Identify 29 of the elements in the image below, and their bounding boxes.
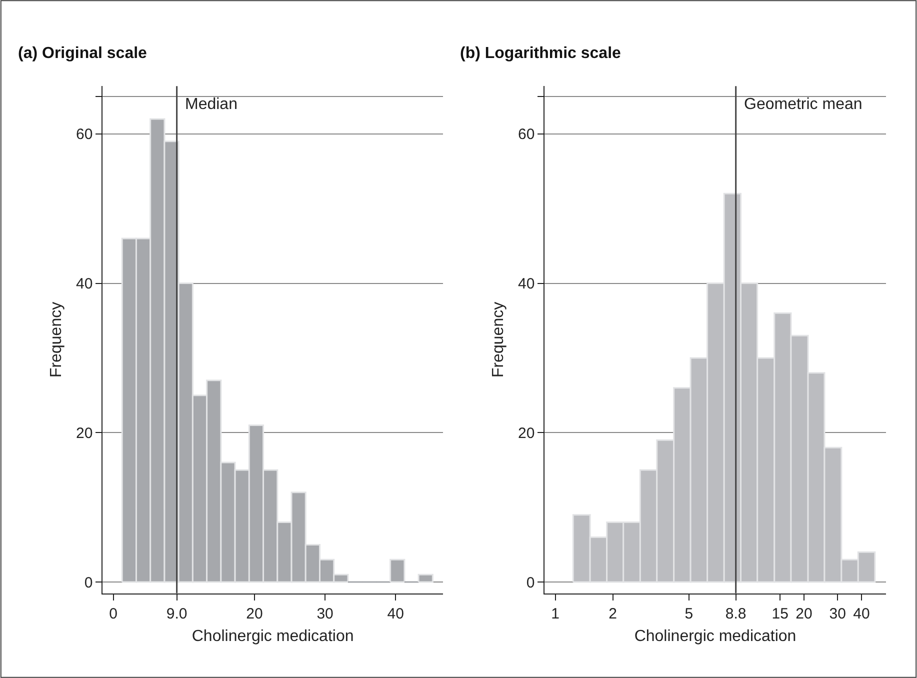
ref-line-label: Median — [185, 96, 238, 113]
x-tick-label: 40 — [853, 605, 870, 622]
chart-title: (a) Original scale — [18, 45, 148, 62]
ref-line-label: Geometric mean — [744, 96, 862, 113]
y-tick-label: 40 — [518, 276, 535, 293]
x-tick-label: 20 — [246, 605, 263, 622]
y-tick-label: 20 — [518, 424, 535, 442]
y-axis-title: Frequency — [490, 302, 507, 378]
x-tick-label: 1 — [551, 605, 560, 622]
y-tick-label: 20 — [76, 424, 93, 442]
y-axis-title: Frequency — [48, 302, 65, 378]
x-tick-label: 8.8 — [725, 605, 746, 622]
x-tick-label: 2 — [608, 605, 618, 622]
x-tick-label: 15 — [772, 605, 788, 622]
y-tick-label: 60 — [518, 126, 535, 144]
x-tick-label: 5 — [684, 605, 694, 622]
x-tick-label: 30 — [829, 605, 846, 622]
x-axis-title: Cholinergic medication — [192, 628, 354, 645]
x-tick-label: 40 — [387, 605, 404, 622]
x-tick-label: 30 — [316, 605, 334, 622]
x-tick-label: 20 — [796, 605, 812, 622]
y-tick-label: 60 — [76, 126, 93, 144]
chart-title: (b) Logarithmic scale — [460, 45, 622, 62]
y-tick-label: 40 — [76, 276, 93, 293]
x-tick-label: 9.0 — [166, 605, 188, 622]
y-tick-label: 0 — [526, 574, 535, 592]
y-tick-label: 0 — [84, 574, 93, 592]
x-tick-label: 0 — [109, 605, 118, 622]
x-axis-title: Cholinergic medication — [634, 628, 796, 645]
